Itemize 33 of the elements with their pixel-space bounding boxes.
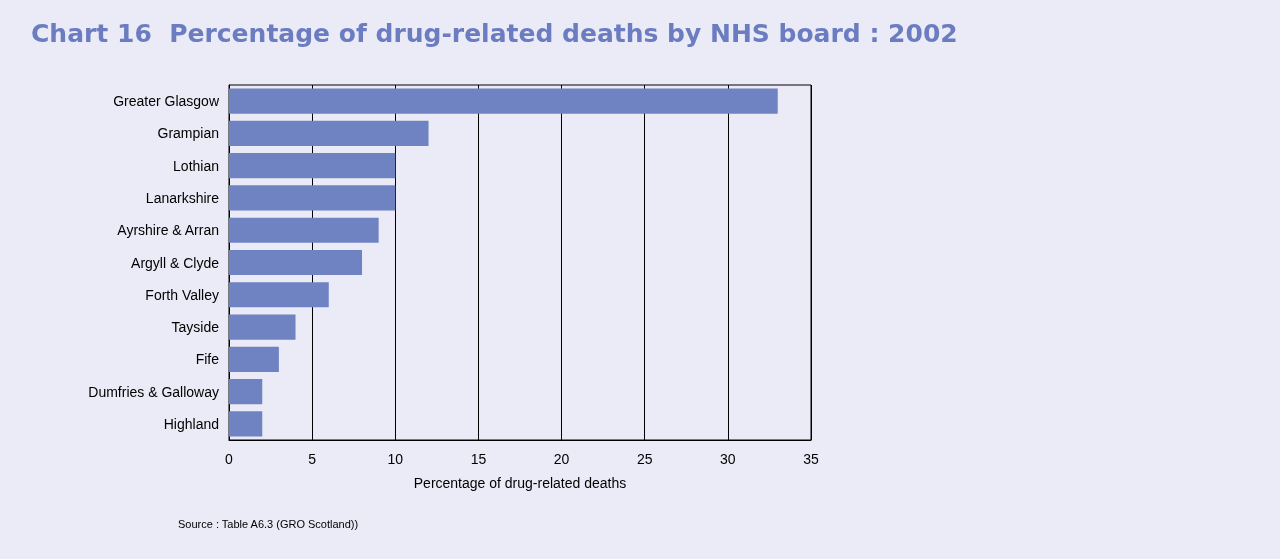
y-tick-label: Grampian [157, 125, 219, 142]
y-tick-label: Greater Glasgow [113, 93, 220, 110]
x-tick-label: 0 [225, 451, 234, 467]
x-tick-label: 10 [387, 451, 404, 467]
y-tick-label: Dumfries & Galloway [88, 383, 219, 400]
bar [229, 411, 263, 437]
chart-title: Chart 16 Percentage of drug-related deaths by NHS board : 2002 [31, 19, 958, 48]
bar [229, 282, 329, 308]
bar [229, 88, 778, 114]
bar [229, 314, 296, 340]
bar [229, 379, 263, 405]
x-tick-label: 20 [553, 451, 570, 467]
y-tick-label: Ayrshire & Arran [117, 222, 219, 239]
bar [229, 217, 379, 243]
x-tick-label: 5 [308, 451, 317, 467]
bar [229, 120, 429, 146]
y-tick-label: Lanarkshire [145, 189, 220, 206]
y-tick-label: Highland [163, 415, 219, 432]
y-tick-label: Lothian [173, 157, 219, 174]
y-tick-label: Forth Valley [145, 286, 219, 303]
y-tick-label: Argyll & Clyde [131, 254, 220, 271]
source-note: Source : Table A6.3 (GRO Scotland)) [178, 517, 359, 530]
y-tick-label: Tayside [171, 319, 220, 336]
bar [229, 346, 279, 372]
bar [229, 249, 363, 276]
x-axis-title: Percentage of drug-related deaths [413, 475, 627, 491]
bar [229, 153, 396, 179]
bar [229, 185, 396, 211]
x-tick-label: 25 [636, 451, 653, 467]
y-tick-label: Fife [195, 351, 220, 368]
x-tick-label: 30 [720, 451, 736, 467]
x-tick-label: 15 [470, 451, 487, 467]
x-tick-label: 35 [803, 451, 819, 467]
